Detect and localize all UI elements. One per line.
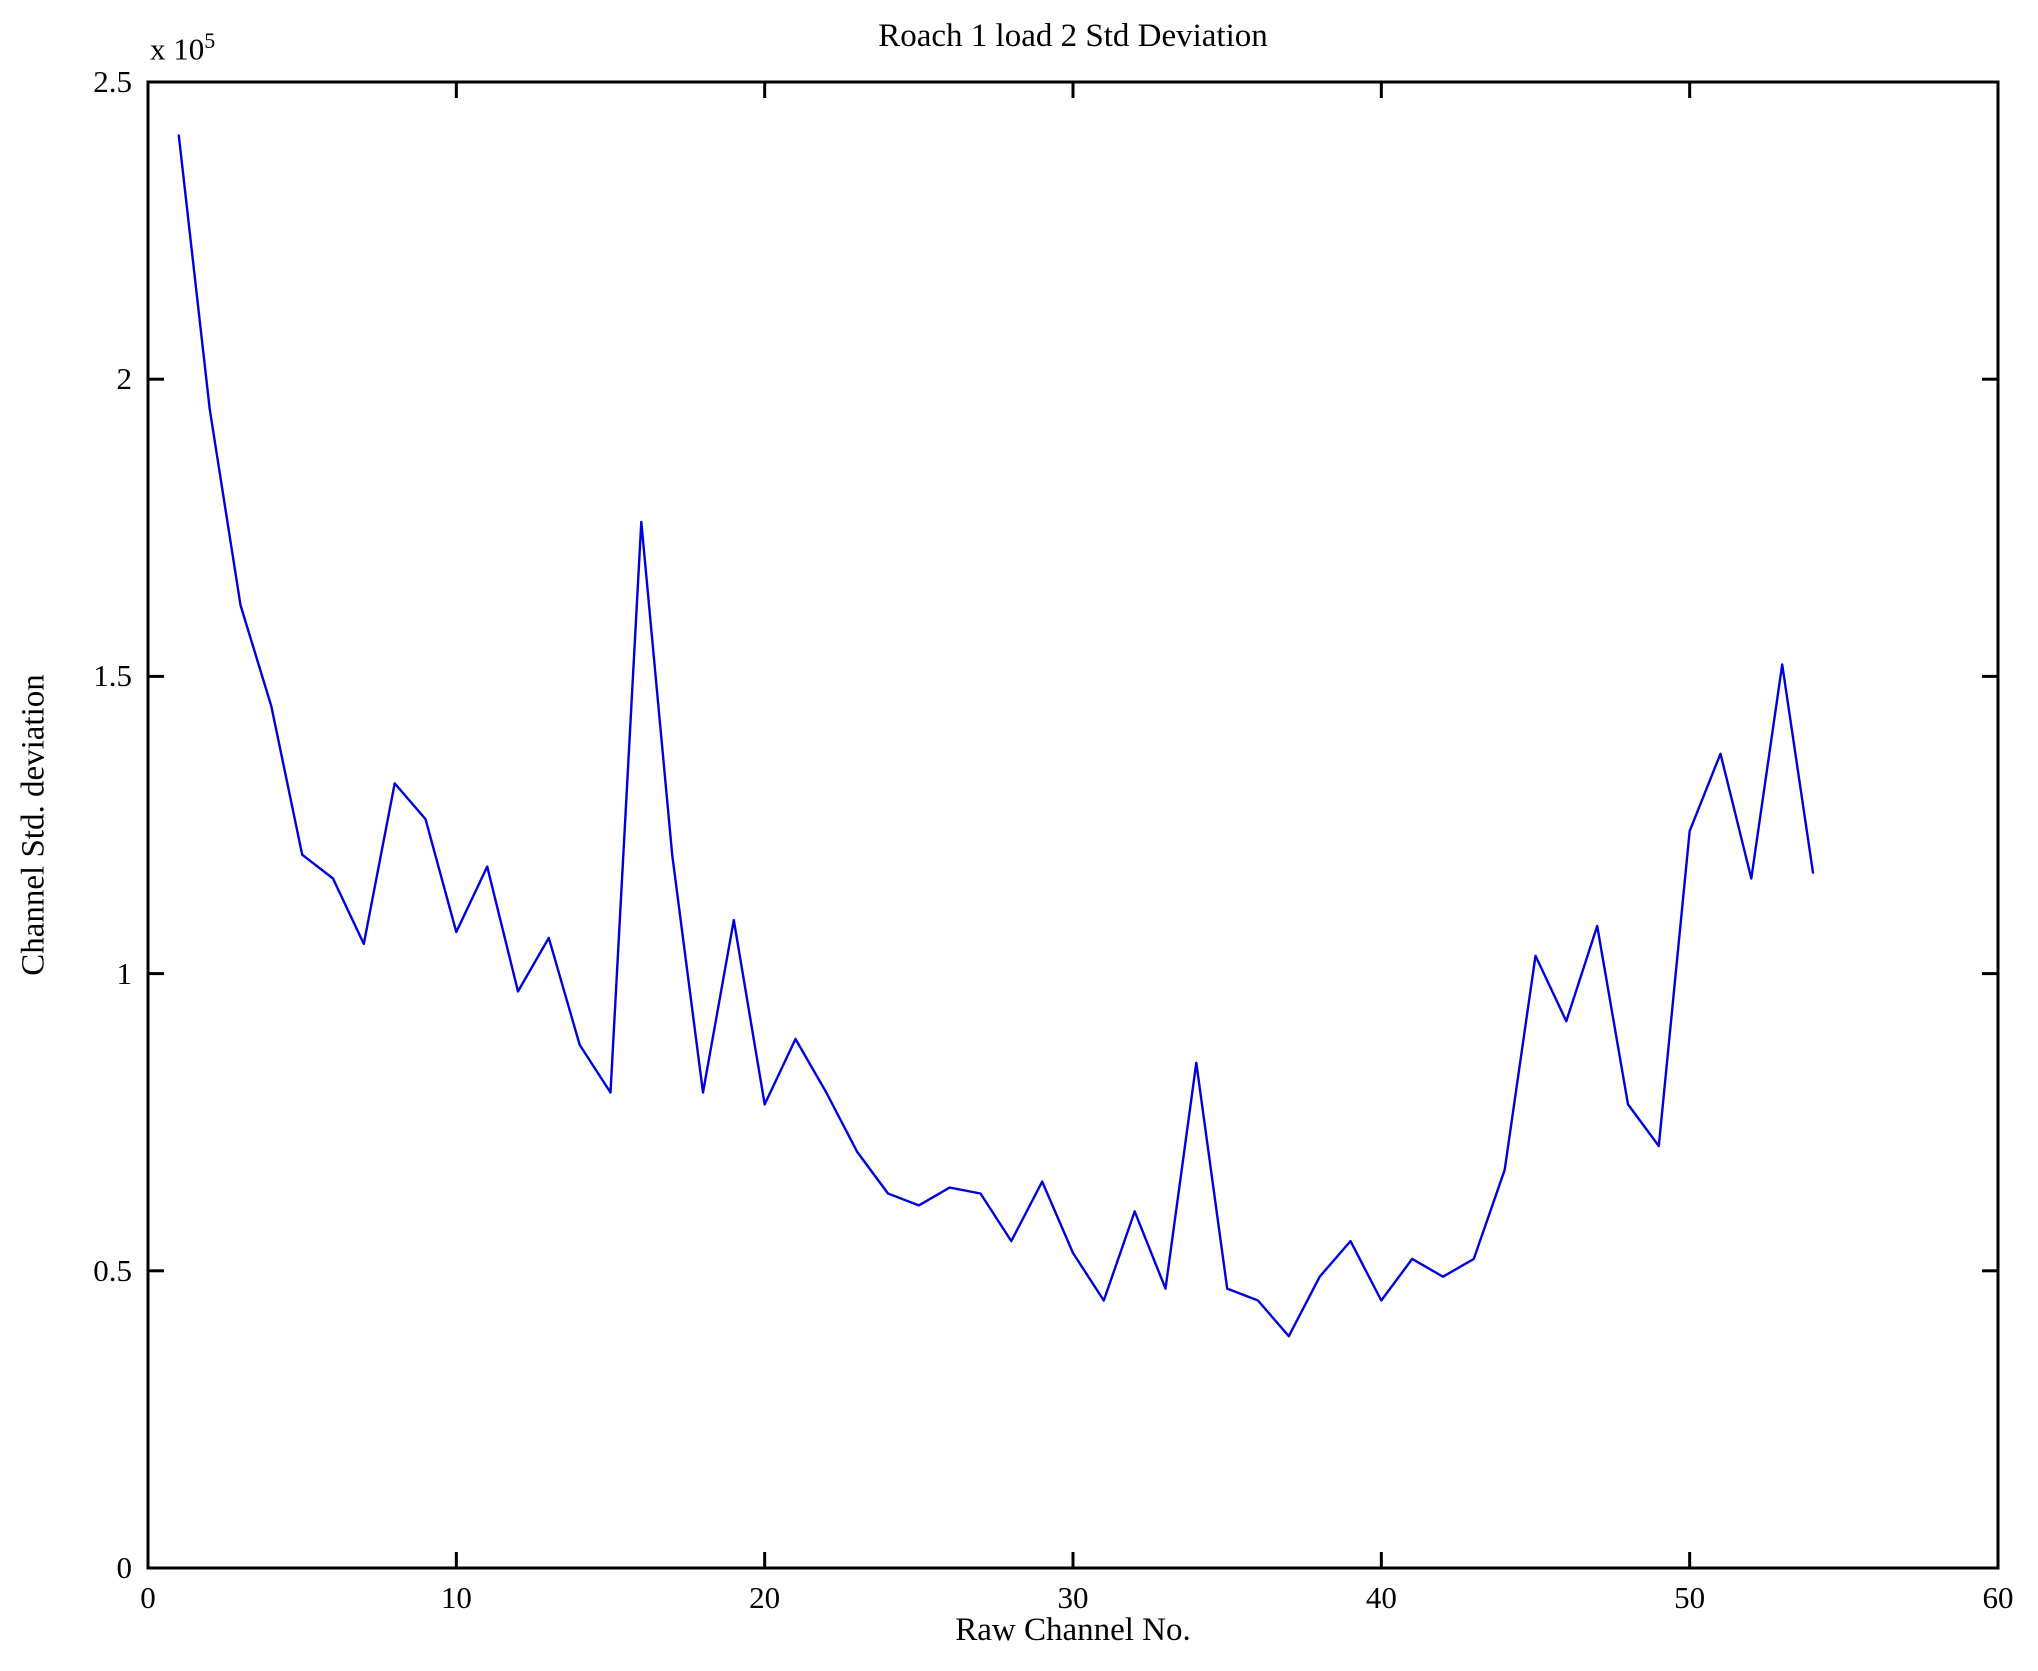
y-tick-label: 2 [116, 361, 133, 397]
x-axis-label: Raw Channel No. [955, 1612, 1191, 1648]
chart-title: Roach 1 load 2 Std Deviation [878, 18, 1268, 54]
x-tick-label: 30 [1057, 1580, 1089, 1615]
x-tick-label: 10 [440, 1580, 472, 1615]
y-tick-label: 1 [116, 955, 133, 991]
data-line [177, 134, 1815, 1338]
y-tick-label: 2.5 [93, 64, 132, 99]
exponent-power: 5 [204, 28, 216, 53]
axes-frame [146, 80, 2000, 1570]
x-tick-label: 60 [1982, 1580, 2014, 1615]
y-tick-label: 0.5 [93, 1252, 132, 1288]
x-tick-label: 20 [749, 1580, 781, 1615]
y-axis-exponent: x 105 [150, 28, 215, 67]
exponent-base: x 10 [150, 31, 205, 67]
y-tick-label: 1.5 [93, 658, 132, 694]
x-tick-label: 50 [1674, 1580, 1706, 1615]
x-tick-label: 0 [140, 1580, 156, 1615]
y-tick-label: 0 [116, 1550, 133, 1585]
y-axis-label: Channel Std. deviation [15, 674, 52, 976]
x-tick-label: 40 [1365, 1580, 1397, 1615]
